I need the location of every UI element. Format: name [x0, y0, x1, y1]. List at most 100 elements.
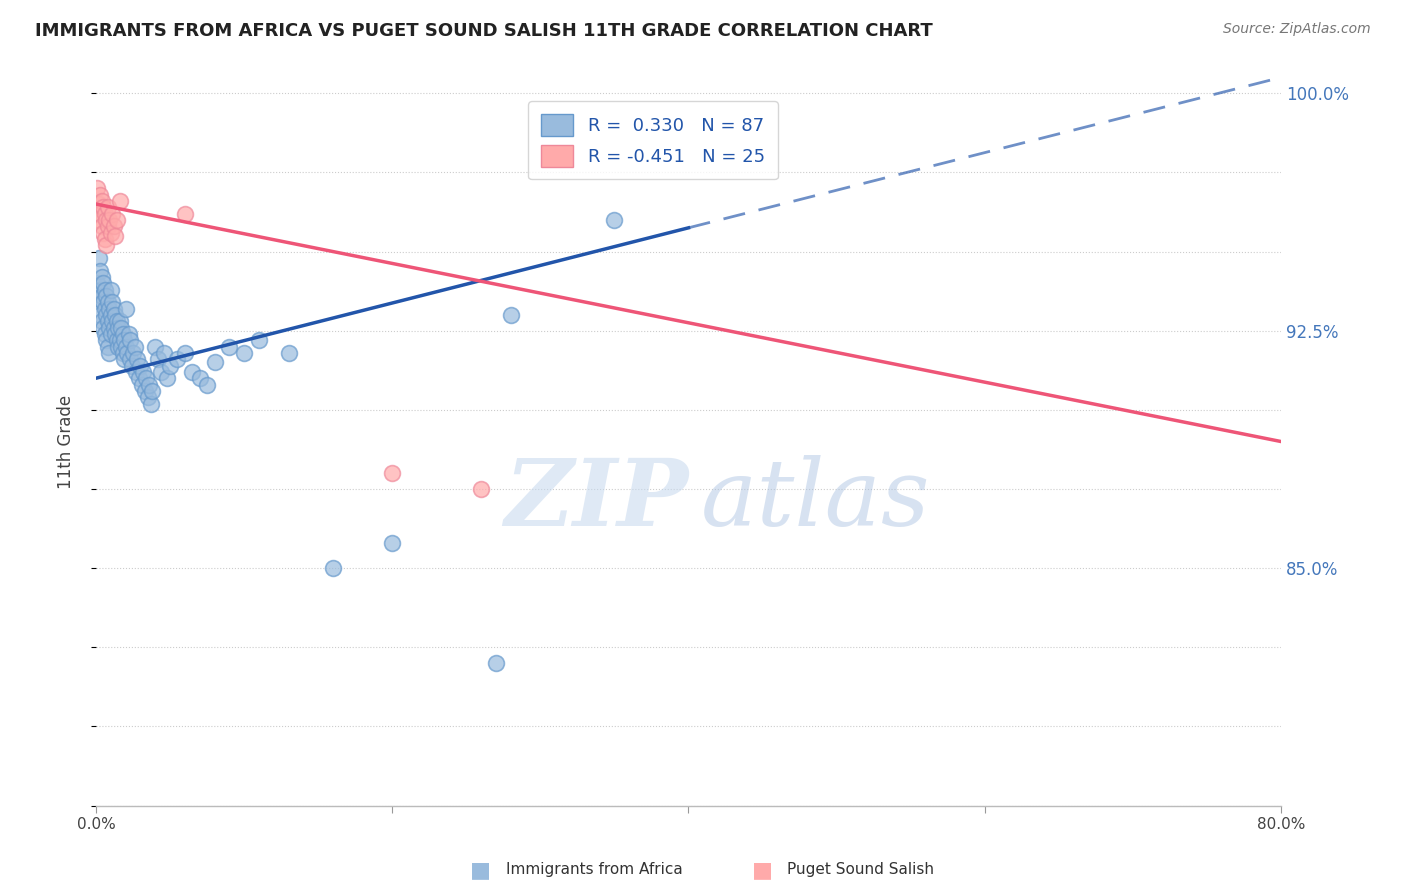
Point [114, 339, 136, 353]
Point [104, 326, 127, 341]
Point [108, 314, 131, 328]
Point [105, 333, 128, 347]
Text: Puget Sound Salish: Puget Sound Salish [787, 863, 935, 877]
Point [150, 365, 173, 379]
Point [94, 283, 117, 297]
Point [96, 289, 118, 303]
Point [91, 219, 114, 234]
Point [135, 371, 157, 385]
Point [101, 206, 124, 220]
Point [138, 377, 160, 392]
Point [100, 283, 122, 297]
Point [93, 320, 115, 334]
Point [96, 333, 118, 347]
Point [120, 333, 142, 347]
Point [247, 333, 270, 347]
Point [143, 339, 166, 353]
Point [108, 194, 131, 208]
Point [111, 346, 134, 360]
Point [103, 320, 125, 334]
Point [97, 339, 120, 353]
Point [136, 390, 159, 404]
Point [104, 228, 127, 243]
Legend: R =  0.330   N = 87, R = -0.451   N = 25: R = 0.330 N = 87, R = -0.451 N = 25 [529, 101, 778, 179]
Point [125, 365, 148, 379]
Point [131, 377, 153, 392]
Point [105, 213, 128, 227]
Point [86, 277, 108, 291]
Point [233, 346, 256, 360]
Point [110, 339, 132, 353]
Point [603, 213, 626, 227]
Point [153, 346, 176, 360]
Point [101, 314, 124, 328]
Point [100, 226, 122, 240]
Point [87, 213, 110, 227]
Point [98, 213, 121, 227]
Point [159, 359, 181, 373]
Point [100, 308, 122, 322]
Point [381, 466, 404, 480]
Point [188, 371, 211, 385]
Point [181, 365, 204, 379]
Y-axis label: 11th Grade: 11th Grade [58, 394, 75, 489]
Point [86, 181, 108, 195]
Point [112, 333, 135, 347]
Point [97, 295, 120, 310]
Point [173, 346, 195, 360]
Point [89, 263, 111, 277]
Point [91, 314, 114, 328]
Point [94, 301, 117, 316]
Point [204, 355, 226, 369]
Text: Source: ZipAtlas.com: Source: ZipAtlas.com [1223, 22, 1371, 37]
Text: ■: ■ [471, 860, 491, 880]
Point [101, 295, 124, 310]
Text: ■: ■ [752, 860, 772, 880]
Point [93, 295, 115, 310]
Point [103, 219, 125, 234]
Point [96, 238, 118, 252]
Point [94, 232, 117, 246]
Point [98, 346, 121, 360]
Point [499, 308, 522, 322]
Point [195, 377, 218, 392]
Point [107, 339, 129, 353]
Point [112, 352, 135, 367]
Point [100, 326, 122, 341]
Point [485, 656, 508, 670]
Point [87, 251, 110, 265]
Point [128, 371, 150, 385]
Point [91, 194, 114, 208]
Point [107, 320, 129, 334]
Point [114, 301, 136, 316]
Point [218, 339, 240, 353]
Point [89, 206, 111, 220]
Point [127, 352, 149, 367]
Point [111, 326, 134, 341]
Point [97, 314, 120, 328]
Point [141, 384, 163, 398]
Point [132, 365, 155, 379]
Point [93, 226, 115, 240]
Text: Immigrants from Africa: Immigrants from Africa [506, 863, 683, 877]
Point [166, 352, 188, 367]
Point [115, 346, 138, 360]
Point [120, 352, 142, 367]
Point [87, 197, 110, 211]
Point [156, 371, 179, 385]
Point [108, 333, 131, 347]
Point [87, 292, 110, 306]
Point [89, 308, 111, 322]
Point [129, 359, 152, 373]
Point [94, 326, 117, 341]
Point [96, 213, 118, 227]
Point [121, 359, 143, 373]
Point [91, 289, 114, 303]
Point [105, 314, 128, 328]
Point [470, 482, 492, 496]
Point [381, 536, 404, 550]
Point [117, 326, 139, 341]
Point [103, 301, 125, 316]
Point [91, 269, 114, 284]
Point [98, 320, 121, 334]
